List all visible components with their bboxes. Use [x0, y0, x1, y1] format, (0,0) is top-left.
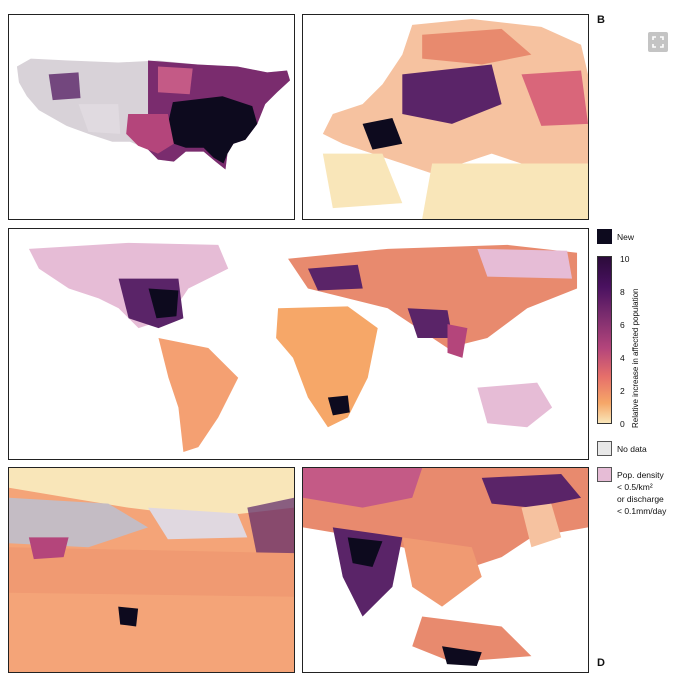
legend-new-label: New — [617, 232, 635, 242]
colorbar — [597, 256, 612, 424]
colorbar-tick: 10 — [620, 254, 630, 264]
legend-popdensity-swatch — [597, 467, 612, 482]
map-panel-world — [8, 228, 589, 460]
colorbar-tick: 6 — [620, 320, 625, 330]
expand-icon[interactable] — [648, 32, 668, 52]
legend-popdensity-line4: < 0.1mm/day — [617, 506, 667, 516]
colorbar-tick: 8 — [620, 287, 625, 297]
map-panel-europe — [302, 14, 589, 220]
legend-nodata-swatch — [597, 441, 612, 456]
legend-popdensity-line1: Pop. density — [617, 470, 664, 480]
colorbar-tick: 4 — [620, 353, 625, 363]
panel-label-d: D — [597, 657, 605, 669]
legend-nodata-label: No data — [617, 444, 647, 454]
legend-popdensity-line3: or discharge — [617, 494, 664, 504]
legend-popdensity-line2: < 0.5/km² — [617, 482, 653, 492]
map-panel-africa — [8, 467, 295, 673]
map-panel-asia — [302, 467, 589, 673]
colorbar-tick: 2 — [620, 386, 625, 396]
colorbar-title: Relative increase in affected population — [631, 288, 640, 429]
colorbar-tick: 0 — [620, 419, 625, 429]
panel-label-b: B — [597, 14, 605, 26]
map-panel-usa — [8, 14, 295, 220]
legend-new-swatch — [597, 229, 612, 244]
